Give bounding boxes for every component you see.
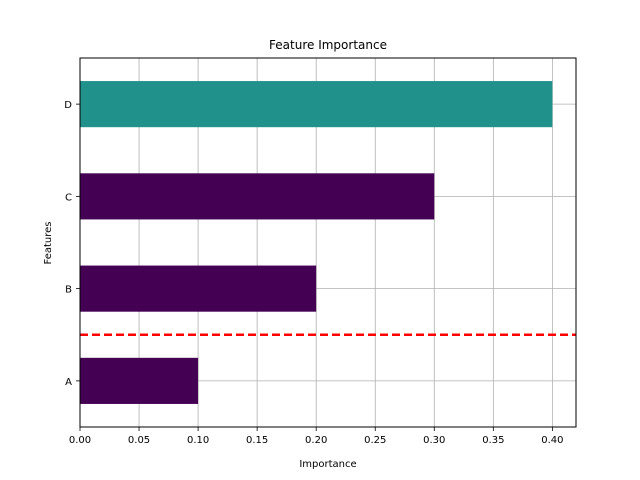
bar-B — [80, 265, 317, 312]
bar-D — [80, 81, 553, 128]
y-tick-label-A: A — [65, 377, 72, 388]
bars — [80, 81, 553, 404]
y-axis-label: Features — [43, 222, 54, 265]
chart-title: Feature Importance — [269, 38, 387, 52]
y-tick-label-C: C — [65, 192, 72, 203]
bar-A — [80, 357, 199, 404]
bar-C — [80, 173, 435, 220]
x-axis-label: Importance — [299, 459, 356, 470]
x-tick-label: 0.30 — [423, 435, 445, 446]
x-tick-label: 0.25 — [364, 435, 386, 446]
y-ticks: A B C D — [64, 100, 80, 388]
x-tick-label: 0.15 — [246, 435, 268, 446]
x-tick-label: 0.20 — [305, 435, 327, 446]
x-ticks: 0.00 0.05 0.10 0.15 0.20 0.25 0.30 0.35 0.40 — [69, 427, 564, 446]
x-tick-label: 0.35 — [482, 435, 504, 446]
plot-frame — [79, 57, 577, 428]
x-tick-label: 0.10 — [187, 435, 209, 446]
y-tick-label-B: B — [65, 285, 72, 296]
x-tick-label: 0.00 — [69, 435, 91, 446]
y-tick-label-D: D — [64, 100, 72, 111]
x-tick-label: 0.05 — [128, 435, 150, 446]
x-tick-label: 0.40 — [541, 435, 563, 446]
